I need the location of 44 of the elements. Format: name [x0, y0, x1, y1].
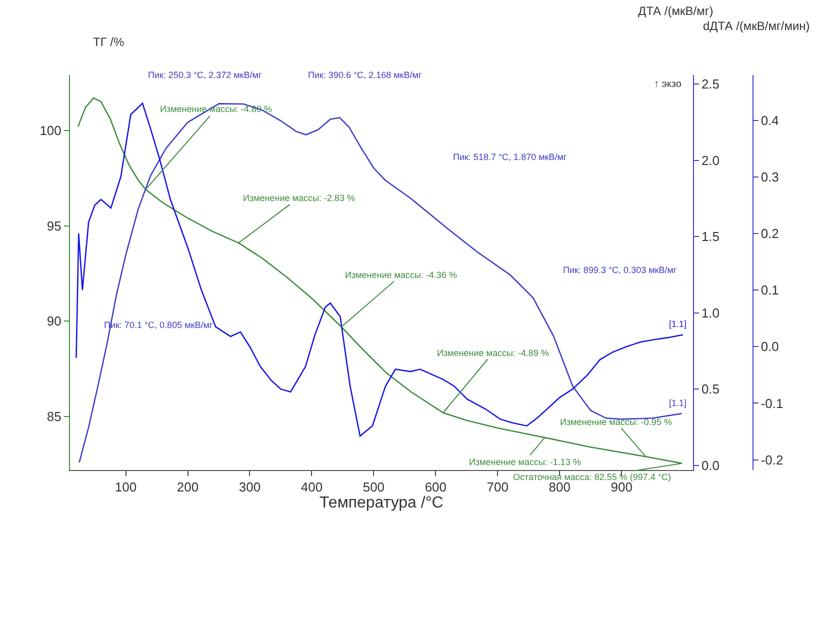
- y-tick-label: 90: [46, 314, 62, 329]
- y3-tick-label: 0.1: [760, 282, 779, 298]
- y3-tick-label: -0.1: [760, 396, 784, 411]
- annotation: Изменение массы: -4.89 %: [437, 348, 549, 358]
- y3-tick-label: 0.4: [760, 112, 779, 128]
- y3-tick-label: -0.2: [760, 452, 784, 468]
- y-tick-label: 95: [46, 218, 62, 234]
- x-tick-label: 500: [362, 480, 385, 495]
- y2-tick-label: 0.5: [701, 382, 720, 397]
- annotation: Пик: 390.6 °C, 2.168 мкВ/мг: [308, 70, 422, 80]
- x-tick-label: 300: [238, 480, 261, 495]
- annotation: Изменение массы: -0.95 %: [560, 417, 672, 427]
- x-tick-label: 200: [176, 480, 199, 495]
- x-tick-label: 100: [114, 480, 137, 495]
- x-tick-label: 700: [486, 480, 508, 495]
- annotation: [1.1]: [669, 319, 687, 329]
- x-tick-label: 900: [610, 480, 632, 495]
- x-tick-label: 400: [300, 480, 323, 495]
- y2-tick-label: 0.0: [701, 458, 720, 473]
- annotation: Пик: 899.3 °C, 0.303 мкВ/мг: [563, 265, 678, 275]
- x-tick-label: 600: [424, 480, 447, 495]
- y-tick-label: 100: [40, 122, 62, 138]
- y3-tick-label: 0.2: [760, 226, 779, 241]
- annotation: Пик: 250.3 °C, 2.372 мкВ/мг: [148, 70, 262, 80]
- y2-axis-title: ДТА /(мкВ/мг): [638, 4, 714, 18]
- y2-tick-label: 2.5: [701, 76, 720, 92]
- y3-axis-title: dДТА /(мкВ/мг/мин): [703, 19, 810, 33]
- y2-tick-label: 1.0: [701, 305, 720, 320]
- annotation: Изменение массы: -4.80 %: [160, 104, 272, 114]
- annotation: Остаточная масса: 82.55 % (997.4 °C): [513, 472, 672, 482]
- annotation: Пик: 518.7 °C, 1.870 мкВ/мг: [453, 152, 568, 162]
- y-tick-label: 85: [46, 409, 62, 424]
- annotation: [1.1]: [669, 398, 687, 408]
- annotation: Изменение массы: -2.83 %: [243, 193, 355, 203]
- x-tick-label: 800: [548, 480, 570, 495]
- annotation: Изменение массы: -4.36 %: [345, 270, 457, 280]
- y2-tick-label: 1.5: [701, 229, 720, 244]
- y2-tick-label: 2.0: [701, 152, 720, 168]
- x-axis-title: Температура /°C: [320, 494, 444, 512]
- y-axis-title: ТГ /%: [93, 35, 124, 49]
- y3-tick-label: 0.3: [760, 169, 779, 184]
- annotation: Изменение массы: -1.13 %: [469, 457, 581, 467]
- annotation: ↑ экзо: [654, 79, 682, 90]
- y3-tick-label: 0.0: [760, 339, 779, 354]
